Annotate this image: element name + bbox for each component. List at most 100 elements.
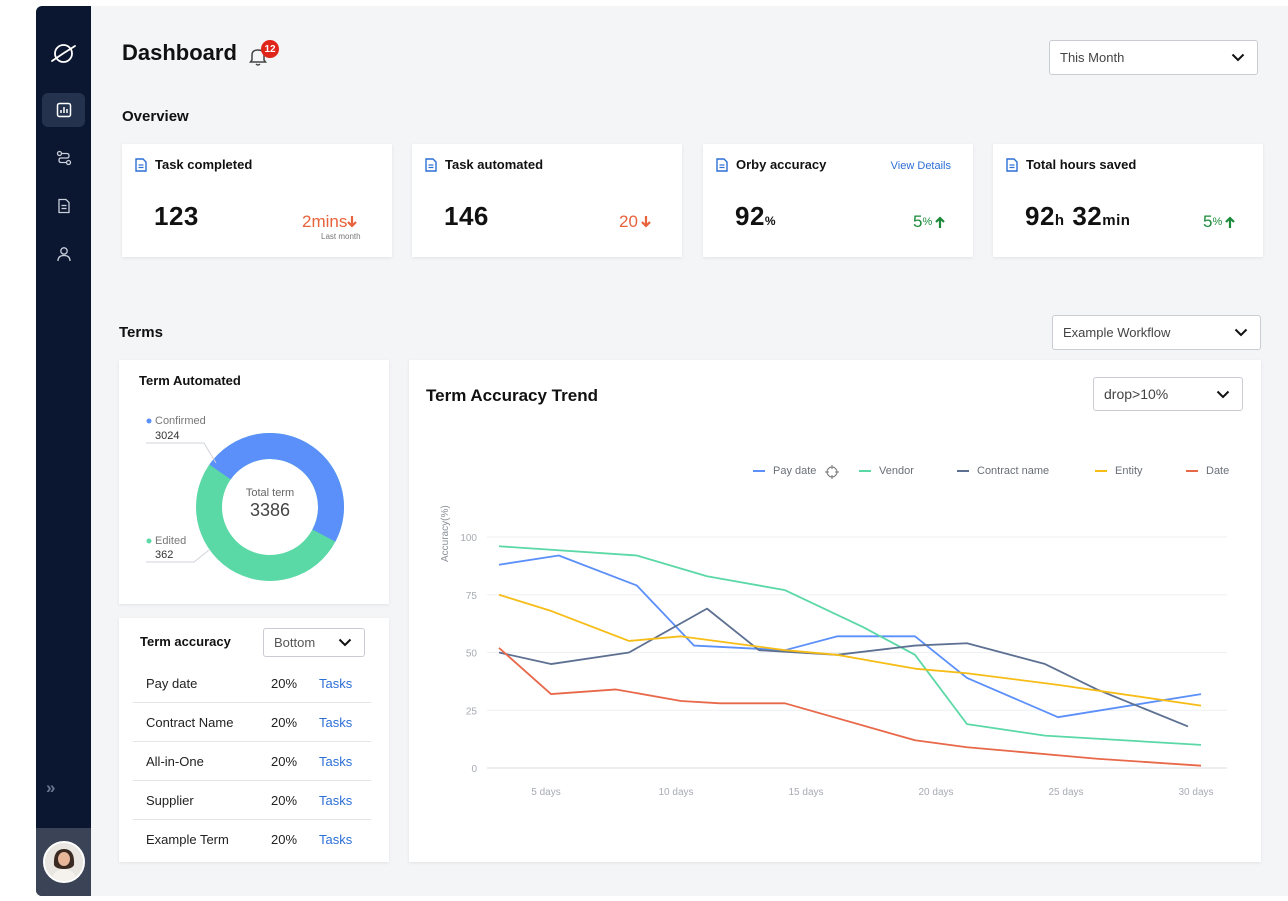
edited-value: 362 <box>155 549 174 561</box>
table-row: Pay date 20% Tasks <box>133 664 371 703</box>
y-tick-label: 25 <box>466 706 478 717</box>
arrow-up-icon <box>935 216 946 228</box>
term-automated-title: Term Automated <box>139 373 241 388</box>
series-line-date[interactable] <box>498 647 1202 767</box>
chart-title: Term Accuracy Trend <box>426 386 598 405</box>
crosshair-icon[interactable] <box>825 465 839 479</box>
stat-card-task-automated: Task automated 146 20 <box>412 144 682 257</box>
stat-change-unit: % <box>922 216 933 228</box>
stat-card-change: 2mins <box>302 212 358 232</box>
series-line-pay-date[interactable] <box>498 554 1202 719</box>
series-line-vendor[interactable] <box>498 545 1202 746</box>
edited-label: Edited <box>155 535 187 547</box>
edited-leader-line <box>146 549 210 563</box>
workflow-select[interactable]: Example Workflow <box>1052 315 1261 350</box>
confirmed-label: Confirmed <box>155 415 206 427</box>
planet-logo-icon[interactable] <box>50 40 77 67</box>
trend-line-chart: 0 25 50 75 100 5 days 10 days 15 days 20 days 25 … <box>460 533 1227 798</box>
view-details-link[interactable]: View Details <box>890 160 951 172</box>
stat-value-unit: % <box>764 214 777 228</box>
term-percent: 20% <box>271 832 298 847</box>
chevron-down-icon <box>1231 53 1245 62</box>
stat-card-task-completed: Task completed 123 2mins Last month <box>122 144 392 257</box>
confirmed-dot <box>146 418 152 424</box>
term-tasks-link[interactable]: Tasks <box>319 832 353 847</box>
x-tick-label: 15 days <box>788 787 823 798</box>
minutes-value: 32 <box>1072 201 1103 231</box>
term-percent: 20% <box>271 793 298 808</box>
term-name: Contract Name <box>146 715 234 730</box>
term-tasks-link[interactable]: Tasks <box>319 715 353 730</box>
donut-total-value: 3386 <box>249 500 291 520</box>
term-accuracy-filter[interactable]: Bottom <box>263 628 365 657</box>
stat-change-value: 2mins <box>302 212 348 231</box>
stat-card-value: 146 <box>444 201 489 231</box>
x-tick-label: 10 days <box>658 787 693 798</box>
term-automated-card: Term Automated Confirmed 3024 Edited 362… <box>119 360 389 604</box>
legend-entity[interactable]: Entity <box>1095 465 1143 477</box>
stat-change-unit: % <box>1212 216 1223 228</box>
user-profile[interactable] <box>36 828 91 896</box>
document-icon <box>716 157 728 172</box>
stat-card-header: Task automated <box>425 157 543 172</box>
term-tasks-link[interactable]: Tasks <box>319 676 353 691</box>
trend-filter-select[interactable]: drop>10% <box>1093 377 1243 411</box>
y-tick-label: 0 <box>471 764 477 775</box>
document-icon <box>1006 157 1018 172</box>
term-name: Example Term <box>146 832 229 847</box>
term-percent: 20% <box>271 715 298 730</box>
expand-sidebar-icon[interactable]: » <box>46 778 56 797</box>
sidebar-item-dashboard[interactable] <box>42 93 85 127</box>
x-tick-label: 5 days <box>531 787 560 798</box>
legend-vendor[interactable]: Vendor <box>859 465 914 477</box>
stat-value-number: 92 <box>735 201 765 231</box>
stat-card-value: 92h 32min <box>1025 201 1130 232</box>
stat-card-header: Orby accuracy <box>716 157 826 172</box>
stat-card-label: Orby accuracy <box>736 157 827 172</box>
y-tick-label: 100 <box>460 533 477 544</box>
app-window: » Dashboard 12 This Month Overview Task … <box>36 6 1288 896</box>
stat-card-label: Task completed <box>155 157 253 172</box>
sidebar-item-workflows[interactable] <box>42 141 85 175</box>
trend-filter-value: drop>10% <box>1104 386 1169 402</box>
table-row: All-in-One 20% Tasks <box>133 742 371 781</box>
hours-unit: h <box>1054 212 1065 229</box>
period-select[interactable]: This Month <box>1049 40 1258 75</box>
confirmed-leader-line <box>146 442 217 464</box>
stat-change-value: 5 <box>913 212 923 231</box>
donut-total-label: Total term <box>245 487 295 499</box>
legend-pay-date[interactable]: Pay date <box>753 465 816 477</box>
sidebar-item-users[interactable] <box>42 237 85 271</box>
legend-date[interactable]: Date <box>1186 465 1229 477</box>
page-title: Dashboard <box>122 40 237 65</box>
stat-card-orby-accuracy: Orby accuracy View Details 92% 5% <box>703 144 973 257</box>
legend-label: Date <box>1206 465 1230 477</box>
stat-card-change: 5% <box>1203 212 1236 232</box>
stat-change-sub: Last month <box>321 232 361 241</box>
stat-card-label: Total hours saved <box>1026 157 1137 172</box>
user-icon <box>56 247 71 262</box>
legend-contract-name[interactable]: Contract name <box>957 465 1049 477</box>
y-tick-label: 75 <box>466 591 478 602</box>
hours-value: 92 <box>1025 201 1055 231</box>
legend-label: Pay date <box>773 465 817 477</box>
term-tasks-link[interactable]: Tasks <box>319 793 353 808</box>
confirmed-value: 3024 <box>155 430 180 442</box>
document-icon <box>425 157 437 172</box>
donut-confirmed-segment[interactable] <box>185 422 355 592</box>
x-tick-label: 25 days <box>1048 787 1083 798</box>
document-icon <box>135 157 147 172</box>
stat-change-value: 20 <box>619 212 638 231</box>
sidebar-item-documents[interactable] <box>42 189 85 223</box>
arrow-down-icon <box>347 216 358 228</box>
notification-badge: 12 <box>261 40 279 58</box>
y-tick-label: 50 <box>466 649 478 660</box>
series-line-contract-name[interactable] <box>498 607 1189 728</box>
term-name: Pay date <box>146 676 198 691</box>
term-accuracy-card: Term accuracy Bottom Pay date 20% Tasks … <box>119 618 389 862</box>
avatar[interactable] <box>42 841 85 883</box>
legend-label: Entity <box>1115 465 1143 477</box>
series-line-entity[interactable] <box>498 593 1202 707</box>
term-tasks-link[interactable]: Tasks <box>319 754 353 769</box>
overview-heading: Overview <box>122 108 189 125</box>
